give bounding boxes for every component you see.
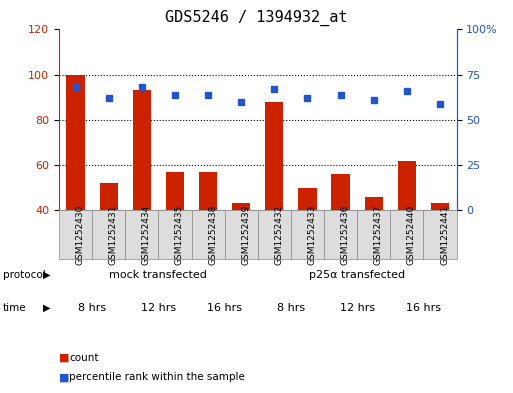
Text: time: time <box>3 303 26 313</box>
Text: 8 hrs: 8 hrs <box>78 303 106 313</box>
Text: 12 hrs: 12 hrs <box>141 303 176 313</box>
Text: ▶: ▶ <box>44 303 51 313</box>
Bar <box>265 102 284 210</box>
Text: ■: ■ <box>59 353 69 363</box>
Text: 16 hrs: 16 hrs <box>406 303 441 313</box>
Text: count: count <box>69 353 99 363</box>
Bar <box>199 172 217 210</box>
Text: GSM1252440: GSM1252440 <box>407 205 416 265</box>
Text: GSM1252435: GSM1252435 <box>175 205 184 265</box>
Bar <box>398 160 416 210</box>
Bar <box>67 75 85 210</box>
Bar <box>232 204 250 210</box>
Text: GDS5246 / 1394932_at: GDS5246 / 1394932_at <box>165 10 348 26</box>
Text: GSM1252433: GSM1252433 <box>307 205 317 265</box>
Bar <box>100 183 118 210</box>
Text: GSM1252430: GSM1252430 <box>75 205 85 265</box>
Bar <box>299 187 317 210</box>
Text: 12 hrs: 12 hrs <box>340 303 374 313</box>
Text: GSM1252434: GSM1252434 <box>142 205 151 265</box>
Text: GSM1252441: GSM1252441 <box>440 205 449 265</box>
Bar <box>133 90 151 210</box>
Text: 16 hrs: 16 hrs <box>207 303 242 313</box>
Text: ▶: ▶ <box>44 270 51 280</box>
Bar <box>166 172 184 210</box>
Text: GSM1252436: GSM1252436 <box>341 205 350 265</box>
Text: ■: ■ <box>59 372 69 382</box>
Text: GSM1252432: GSM1252432 <box>274 205 283 265</box>
Text: 8 hrs: 8 hrs <box>277 303 305 313</box>
Bar <box>331 174 350 210</box>
Text: GSM1252439: GSM1252439 <box>241 205 250 265</box>
Text: protocol: protocol <box>3 270 45 280</box>
Text: GSM1252437: GSM1252437 <box>374 205 383 265</box>
Bar <box>431 204 449 210</box>
Text: GSM1252438: GSM1252438 <box>208 205 217 265</box>
Text: percentile rank within the sample: percentile rank within the sample <box>69 372 245 382</box>
Text: mock transfected: mock transfected <box>109 270 207 280</box>
Text: GSM1252431: GSM1252431 <box>109 205 117 265</box>
Bar <box>365 196 383 210</box>
Text: p25α transfected: p25α transfected <box>309 270 405 280</box>
